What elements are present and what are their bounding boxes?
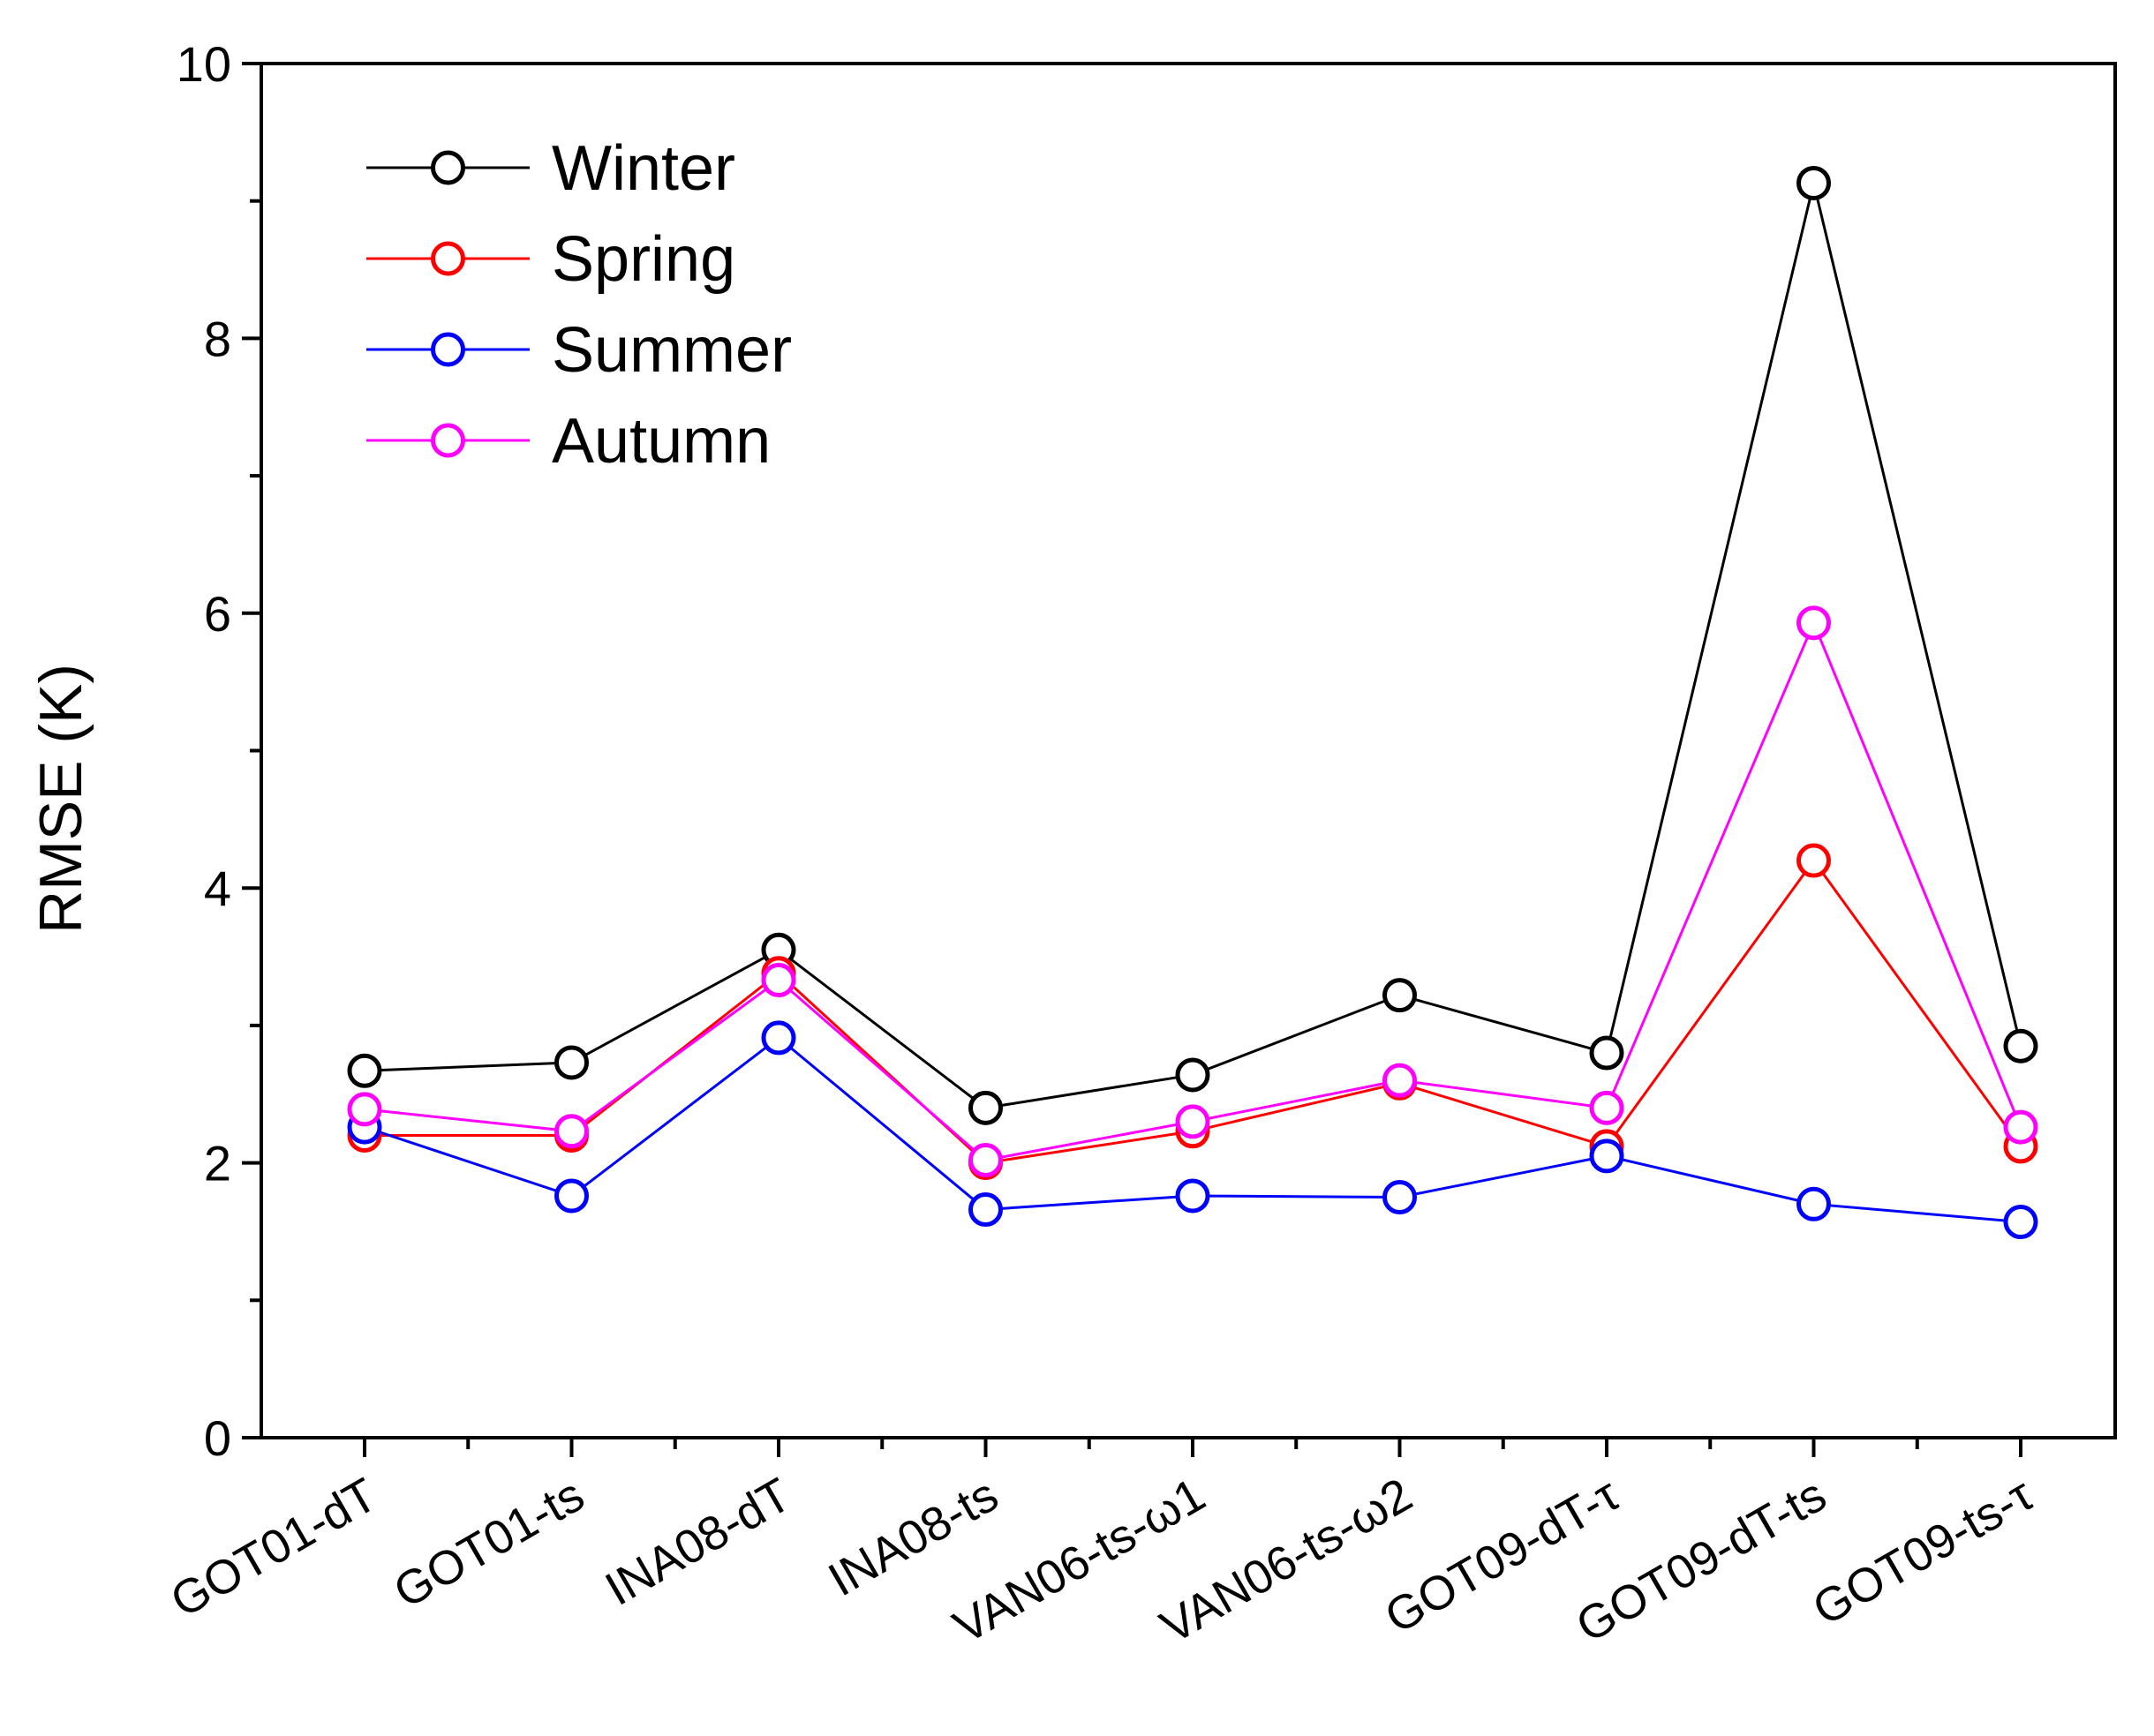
x-category-label: GOT01-dT (162, 1468, 386, 1627)
data-point-summer (1382, 1180, 1417, 1215)
data-point-spring (1796, 843, 1831, 878)
data-point-winter (1589, 1035, 1624, 1071)
data-point-winter (554, 1045, 589, 1080)
legend-marker-spring (431, 241, 465, 276)
data-point-winter (968, 1090, 1003, 1125)
data-point-autumn (2003, 1109, 2038, 1145)
y-tick-label: 6 (204, 586, 231, 642)
legend-marker-autumn (431, 423, 465, 458)
data-point-winter (1796, 165, 1831, 200)
data-point-winter (1382, 978, 1417, 1013)
data-point-autumn (347, 1092, 382, 1127)
series-markers (347, 165, 2038, 1240)
x-category-label: INA08-ts (820, 1468, 1007, 1606)
data-point-autumn (554, 1114, 589, 1149)
legend-marker-summer (431, 332, 465, 367)
data-point-autumn (1589, 1090, 1624, 1125)
x-category-label: GOT09-ts-τ (1804, 1468, 2042, 1635)
data-point-autumn (1175, 1104, 1210, 1139)
data-point-summer (1796, 1186, 1831, 1221)
legend-label-winter: Winter (552, 133, 735, 204)
y-tick-label: 4 (204, 860, 231, 916)
data-point-summer (761, 1020, 796, 1056)
y-tick-label: 0 (204, 1410, 231, 1466)
data-point-summer (554, 1178, 589, 1214)
data-point-summer (2003, 1205, 2038, 1240)
data-point-winter (1175, 1057, 1210, 1093)
x-category-label: GOT01-ts (385, 1468, 592, 1618)
legend-marker-winter (431, 150, 465, 185)
data-point-autumn (968, 1142, 1003, 1177)
legend-label-autumn: Autumn (552, 406, 771, 477)
data-point-summer (1589, 1139, 1624, 1174)
data-point-summer (1175, 1178, 1210, 1214)
data-point-winter (2003, 1028, 2038, 1063)
data-point-summer (968, 1192, 1003, 1228)
data-point-autumn (1382, 1063, 1417, 1098)
data-point-winter (347, 1053, 382, 1088)
legend: Winter Spring Summer Autumn (366, 133, 792, 477)
x-category-label: INA08-dT (597, 1468, 800, 1616)
y-tick-label: 8 (204, 311, 231, 366)
y-tick-label: 2 (204, 1136, 231, 1191)
legend-label-spring: Spring (552, 224, 735, 295)
y-axis-title: RMSE (K) (27, 664, 94, 934)
plot-frame (260, 62, 2117, 1439)
data-point-autumn (1796, 605, 1831, 641)
y-tick-label: 10 (177, 36, 231, 92)
legend-label-summer: Summer (552, 315, 792, 386)
data-point-autumn (761, 963, 796, 998)
